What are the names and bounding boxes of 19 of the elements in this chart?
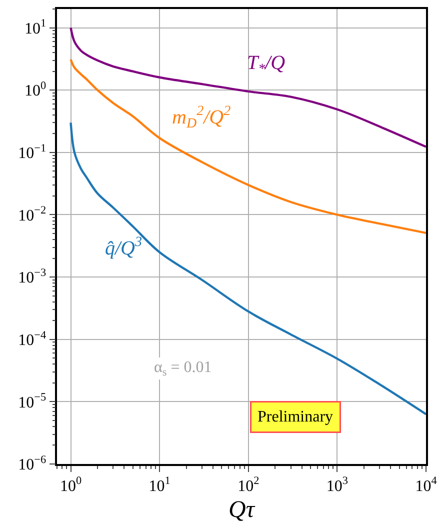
series-label: T$_{*}$/Q [247, 52, 286, 78]
x-tick-label: 10$^{0}$ [60, 475, 82, 495]
y-tick-label: 10$^{−2}$ [18, 204, 46, 224]
annotation: Preliminary [258, 408, 334, 426]
y-tick-label: 10$^{−4}$ [18, 329, 46, 349]
annotation: α$_{s}$ = 0.01 [154, 359, 212, 378]
y-tick-label: 10$^{−5}$ [18, 392, 46, 412]
x-axis-title: Qτ [228, 496, 256, 523]
y-tick-label: 10$^{−3}$ [18, 266, 46, 287]
y-tick-label: 10$^{−1}$ [18, 142, 46, 162]
x-tick-label: 10$^{1}$ [148, 475, 170, 495]
series-label: q̂/Q$^{3}$ [105, 235, 142, 260]
y-tick-label: 10$^{−6}$ [18, 454, 46, 474]
x-tick-label: 10$^{4}$ [415, 475, 438, 495]
x-tick-label: 10$^{3}$ [326, 475, 348, 495]
series-label: m$_{D}$$^{2}$/Q$^{2}$ [172, 104, 231, 132]
x-tick-label: 10$^{2}$ [238, 475, 260, 495]
y-tick-label: 10$^{1}$ [24, 18, 46, 38]
y-tick-label: 10$^{0}$ [24, 80, 46, 100]
